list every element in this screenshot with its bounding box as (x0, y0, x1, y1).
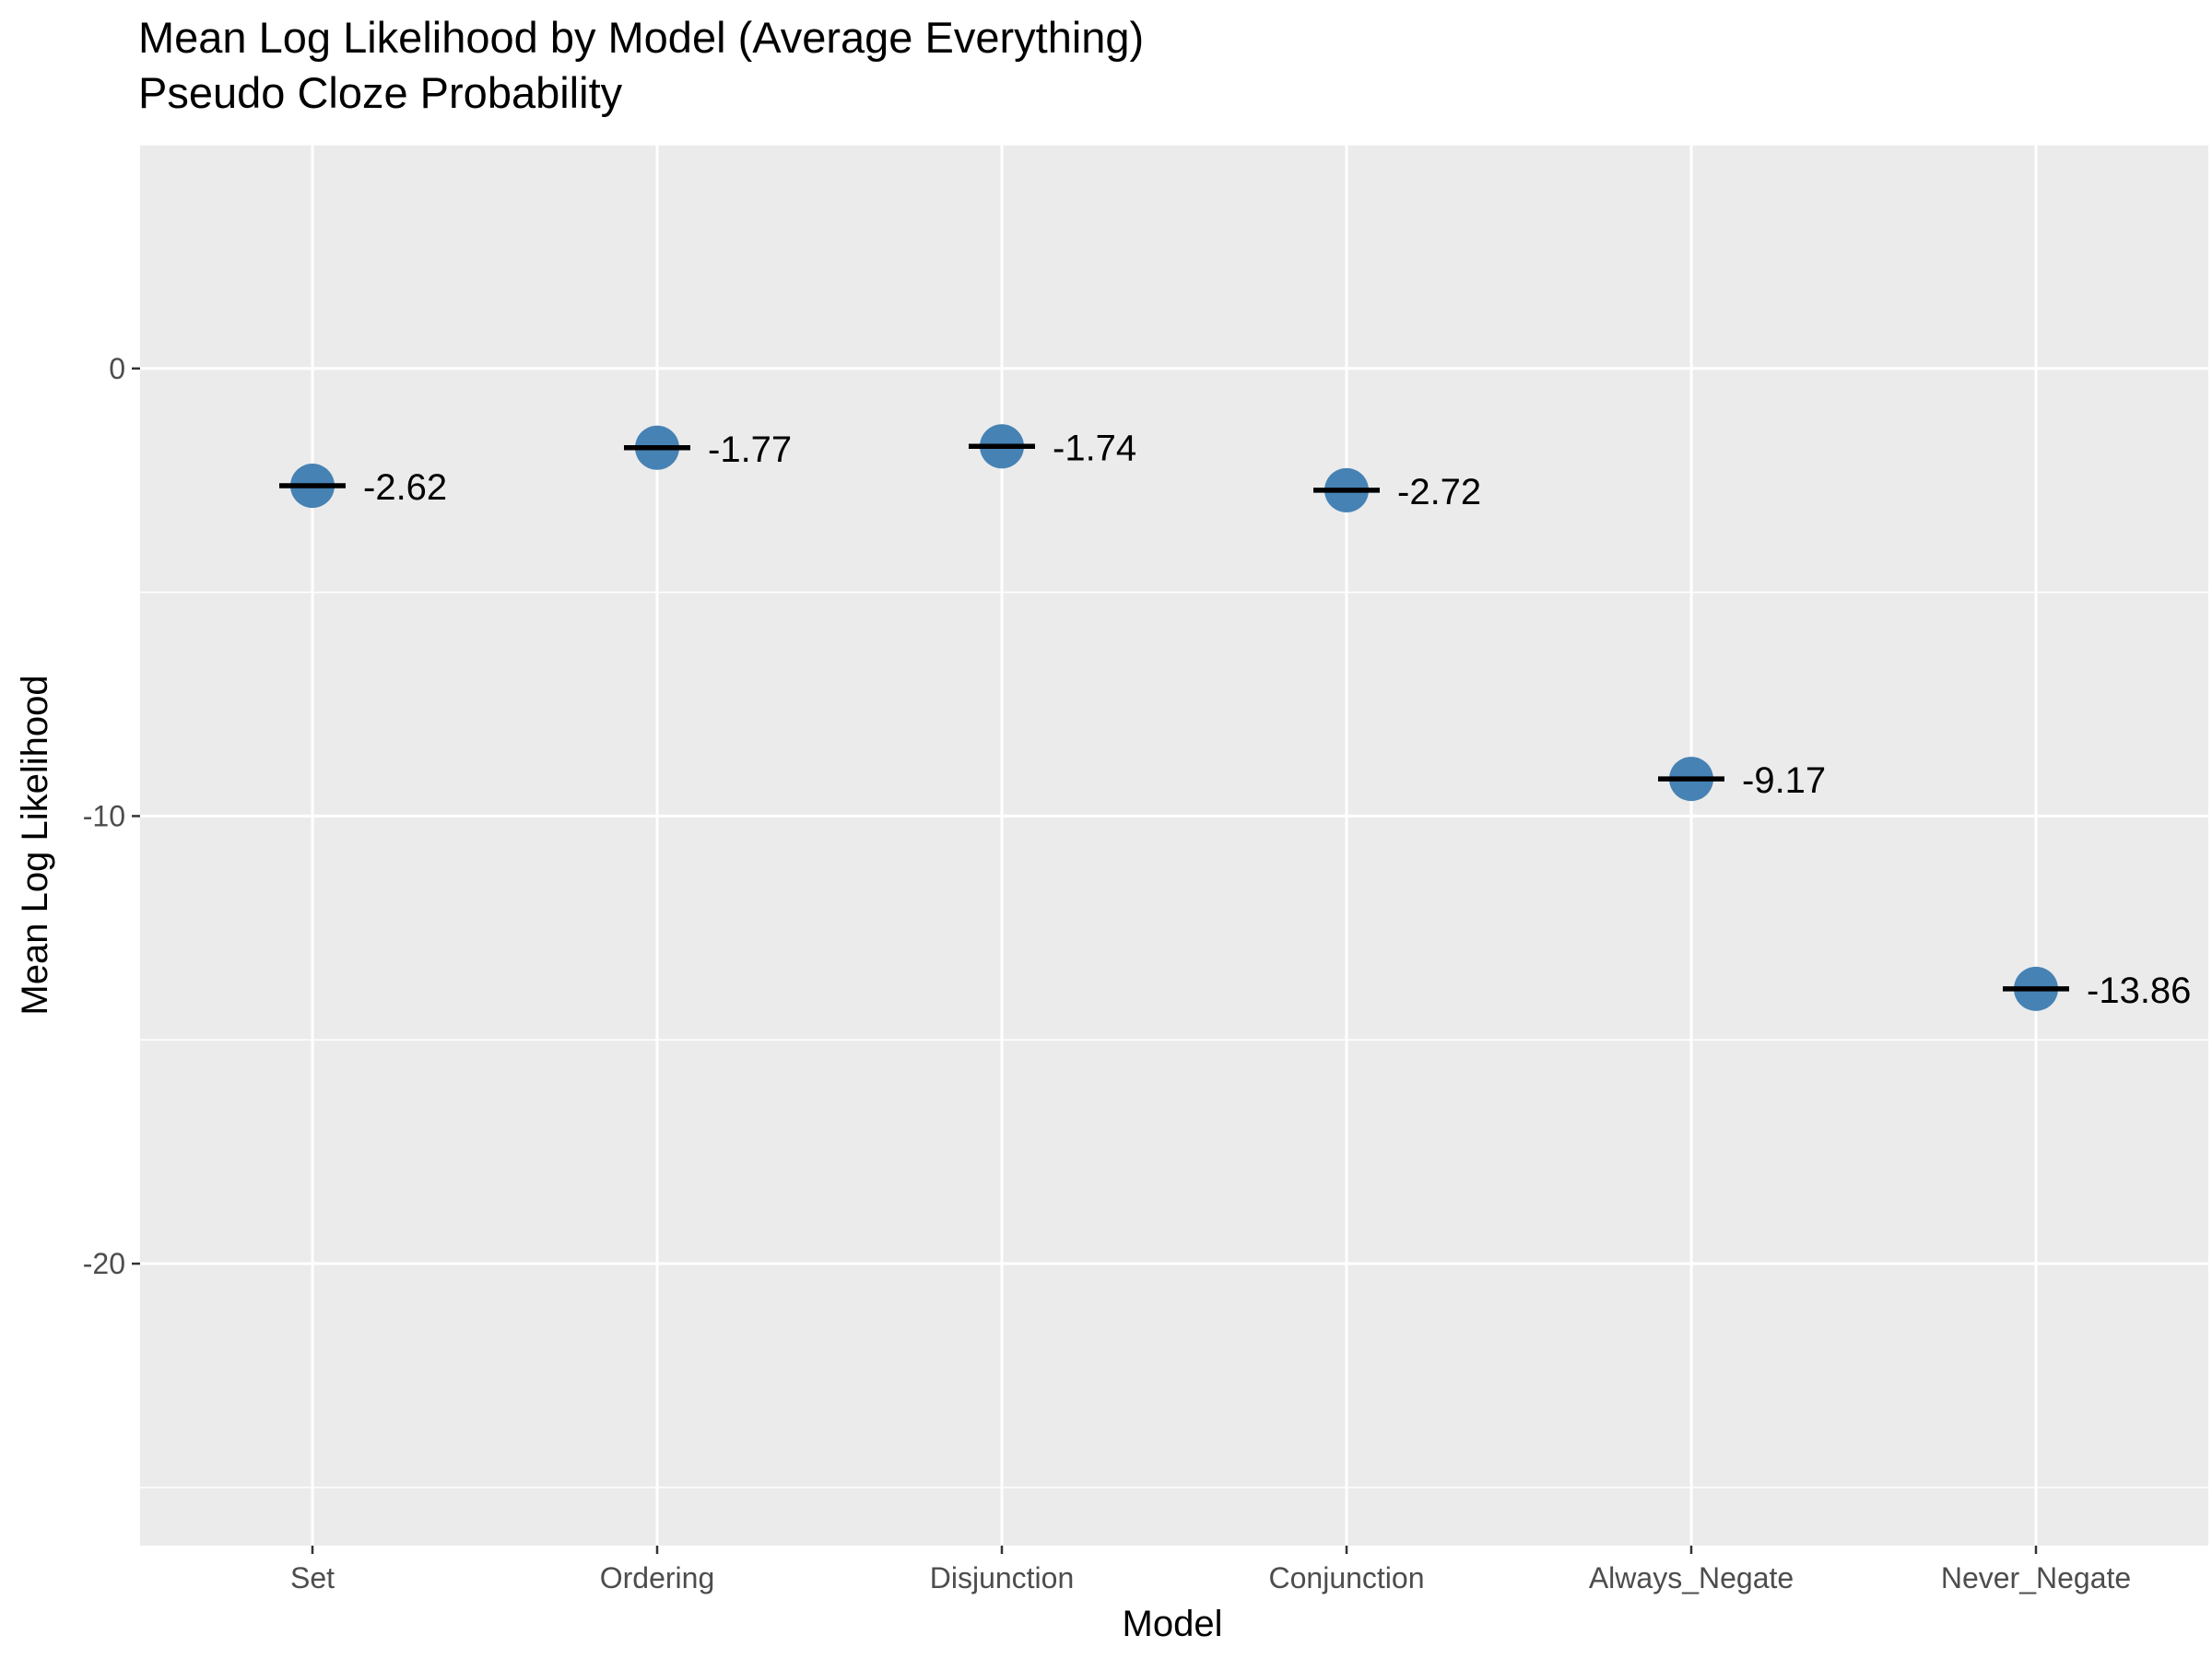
x-tick-label: Disjunction (930, 1561, 1075, 1594)
y-axis: 0 -10 -20 (83, 352, 140, 1280)
data-label: -9.17 (1742, 760, 1826, 801)
y-axis-title: Mean Log Likelihood (15, 675, 55, 1015)
x-tick-label: Set (290, 1561, 335, 1594)
plot-panel (140, 145, 2208, 1546)
minor-gridlines (140, 144, 2208, 1488)
data-marks: -2.62 -1.77 -1.74 -2.72 -9.17 -13.86 (279, 424, 2191, 1011)
data-label: -1.77 (708, 429, 792, 470)
y-tick-label: 0 (109, 352, 125, 385)
data-label: -1.74 (1053, 428, 1136, 468)
chart-subtitle: Pseudo Cloze Probability (138, 68, 623, 117)
y-tick-label: -10 (83, 799, 125, 832)
chart-title: Mean Log Likelihood by Model (Average Ev… (138, 13, 1145, 62)
data-label: -2.72 (1397, 472, 1481, 512)
x-axis: Set Ordering Disjunction Conjunction Always_… (290, 1546, 2131, 1594)
y-tick-label: -20 (83, 1247, 125, 1280)
data-label: -2.62 (363, 467, 447, 508)
x-axis-title: Model (1123, 1604, 1223, 1644)
data-label: -13.86 (2087, 971, 2191, 1011)
x-tick-label: Ordering (600, 1561, 715, 1594)
x-tick-label: Always_Negate (1589, 1561, 1794, 1594)
major-gridlines (140, 145, 2208, 1546)
x-tick-label: Never_Negate (1941, 1561, 2131, 1594)
x-tick-label: Conjunction (1269, 1561, 1425, 1594)
